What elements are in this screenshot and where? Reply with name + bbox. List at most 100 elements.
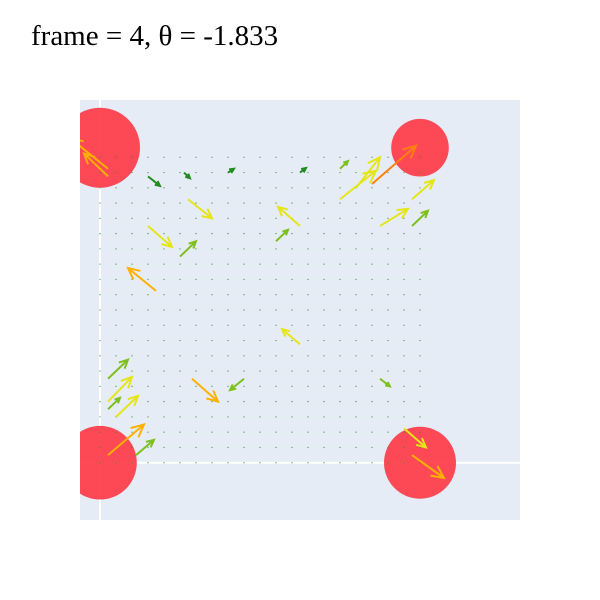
grid-dot-105 xyxy=(179,462,181,464)
grid-dot-432 xyxy=(419,278,421,281)
arrow-head-17 xyxy=(118,358,130,370)
grid-dot-351 xyxy=(355,232,357,235)
grid-dot-39 xyxy=(115,187,117,189)
grid-dot-152 xyxy=(211,385,213,388)
grid-dot-384 xyxy=(387,370,389,372)
grid-dot-297 xyxy=(323,416,325,418)
grid-dot-279 xyxy=(307,370,309,372)
grid-dot-408 xyxy=(403,324,405,326)
arrow-head-16 xyxy=(188,239,198,249)
grid-dot-355 xyxy=(355,171,357,174)
grid-dot-373 xyxy=(371,217,373,220)
grid-dot-413 xyxy=(403,248,405,250)
grid-dot-28 xyxy=(115,355,117,357)
arrow-shaft-23 xyxy=(127,267,157,292)
grid-dot-439 xyxy=(419,171,421,174)
grid-dot-69 xyxy=(147,370,149,372)
grid-dot-229 xyxy=(259,171,261,174)
grid-dot-80 xyxy=(147,202,149,204)
grid-dot-370 xyxy=(371,263,373,265)
arrow-13 xyxy=(187,198,214,220)
grid-dot-287 xyxy=(307,248,309,250)
grid-dot-125 xyxy=(179,156,181,158)
grid-dot-397 xyxy=(387,171,389,174)
grid-dot-313 xyxy=(323,171,325,174)
arrow-head-27 xyxy=(415,437,428,449)
grid-dot-412 xyxy=(403,263,405,265)
grid-dot-167 xyxy=(211,156,213,158)
grid-dot-55 xyxy=(131,263,133,265)
grid-dot-243 xyxy=(275,278,277,281)
grid-dot-160 xyxy=(211,263,213,265)
grid-dot-76 xyxy=(147,263,149,265)
grid-dot-91 xyxy=(163,355,165,357)
grid-dot-219 xyxy=(259,324,261,326)
grid-dot-316 xyxy=(339,446,341,449)
grid-dot-33 xyxy=(115,278,117,281)
grid-dot-275 xyxy=(307,431,309,433)
grid-dot-266 xyxy=(291,248,293,250)
grid-dot-217 xyxy=(259,355,261,357)
grid-dot-349 xyxy=(355,263,357,265)
grid-dot-43 xyxy=(131,446,133,449)
grid-dot-340 xyxy=(355,400,357,403)
grid-dot-3 xyxy=(99,416,101,418)
obstacle-circle-2 xyxy=(80,425,137,500)
grid-dot-154 xyxy=(211,355,213,357)
grid-dot-31 xyxy=(115,309,117,311)
grid-dot-226 xyxy=(259,217,261,220)
grid-dot-52 xyxy=(131,309,133,311)
arrow-head-19 xyxy=(127,394,140,407)
grid-dot-16 xyxy=(99,217,101,220)
grid-dot-206 xyxy=(243,202,245,204)
arrow-head-2 xyxy=(154,180,162,188)
grid-dot-231 xyxy=(275,462,277,464)
grid-dot-274 xyxy=(307,446,309,449)
grid-dot-23 xyxy=(115,431,117,433)
grid-dot-30 xyxy=(115,324,117,326)
grid-dot-324 xyxy=(339,324,341,326)
grid-dot-248 xyxy=(275,202,277,204)
arrow-head-3 xyxy=(184,173,192,180)
grid-dot-289 xyxy=(307,217,309,220)
grid-dot-291 xyxy=(307,187,309,189)
grid-dot-107 xyxy=(179,431,181,433)
grid-dot-382 xyxy=(387,400,389,403)
grid-dot-6 xyxy=(99,370,101,372)
grid-dot-362 xyxy=(371,385,373,388)
grid-dot-78 xyxy=(147,232,149,235)
grid-dot-111 xyxy=(179,370,181,372)
grid-dot-278 xyxy=(307,385,309,388)
arrow-head-6 xyxy=(342,159,350,167)
grid-dot-58 xyxy=(131,217,133,220)
grid-dot-168 xyxy=(227,462,229,464)
grid-dot-256 xyxy=(291,400,293,403)
grid-dot-360 xyxy=(371,416,373,418)
grid-dot-147 xyxy=(211,462,213,464)
arrow-19 xyxy=(115,394,140,418)
grid-dot-81 xyxy=(147,187,149,189)
grid-dot-56 xyxy=(131,248,133,250)
arrow-shaft-22 xyxy=(135,439,155,456)
grid-dot-314 xyxy=(323,156,325,158)
grid-dot-184 xyxy=(227,217,229,220)
grid-dot-261 xyxy=(291,324,293,326)
grid-dot-70 xyxy=(147,355,149,357)
grid-dot-202 xyxy=(243,263,245,265)
arrow-3 xyxy=(183,171,192,180)
grid-dot-411 xyxy=(403,278,405,281)
grid-dot-302 xyxy=(323,339,325,342)
grid-dot-309 xyxy=(323,232,325,235)
grid-dot-211 xyxy=(259,446,261,449)
grid-dot-17 xyxy=(99,202,101,204)
grid-dot-251 xyxy=(275,156,277,158)
grid-dot-326 xyxy=(339,294,341,296)
grid-dot-380 xyxy=(387,431,389,433)
grid-dot-10 xyxy=(99,309,101,311)
grid-dot-176 xyxy=(227,339,229,342)
grid-dot-435 xyxy=(419,232,421,235)
grid-dot-119 xyxy=(179,248,181,250)
grid-dot-106 xyxy=(179,446,181,449)
grid-dot-169 xyxy=(227,446,229,449)
grid-dot-410 xyxy=(403,294,405,296)
